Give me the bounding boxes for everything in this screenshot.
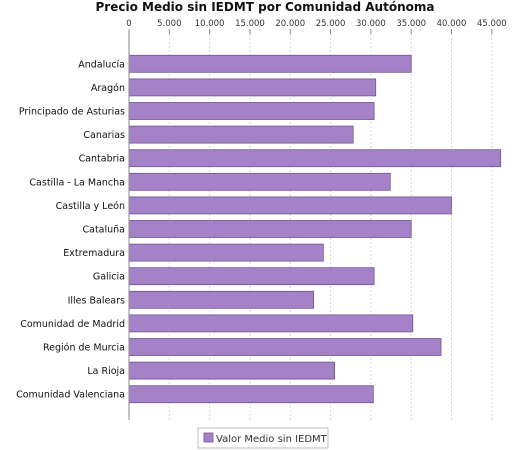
category-label: La Rioja [87,366,125,377]
category-label: Illes Balears [68,295,125,306]
bar [128,338,442,356]
category-label: Extremadura [63,248,125,259]
legend-box [197,427,329,449]
bar [128,290,315,309]
x-axis-ticks: 0 5.000 10.000 15.000 20.000 25.000 30.000 35.0… [126,19,507,34]
bar [128,361,335,380]
category-label: Comunidad de Madrid [20,319,125,330]
x-tick-label: 10.000 [195,19,225,29]
category-label: Aragón [91,83,125,94]
category-label: Cataluña [82,225,125,236]
legend-swatch [203,432,214,443]
bar [128,267,375,286]
chart-title: Precio Medio sin IEDMT por Comunidad Aut… [96,0,435,14]
x-tick-label: 0 [126,19,131,29]
x-tick-label: 45.000 [477,19,507,29]
category-label: Canarias [83,130,125,141]
bar [128,196,452,215]
category-label: Cantabria [79,154,125,165]
legend-label: Valor Medio sin IEDMT [216,434,328,445]
bars [128,54,502,404]
category-label: Castilla - La Mancha [29,177,125,188]
x-tick-label: 35.000 [396,19,426,29]
legend: Valor Medio sin IEDMT [197,427,329,449]
x-tick-label: 30.000 [356,19,386,29]
x-tick-label: 25.000 [316,19,346,29]
bar [128,172,391,191]
bar [128,102,375,120]
bar [128,78,377,97]
bar [128,54,412,73]
category-label: Principado de Asturias [19,107,125,118]
bar [128,385,374,404]
category-label: Castilla y León [56,201,125,212]
x-tick-label: 5.000 [157,19,181,29]
x-tick-label: 15.000 [235,19,265,29]
bar [128,149,502,168]
category-label: Galicia [93,272,125,283]
bar [128,243,324,262]
category-label: Andalucía [78,59,125,70]
bar [128,220,412,238]
bar [128,314,414,333]
category-label: Comunidad Valenciana [16,390,125,401]
category-labels: Andalucía Aragón Principado de Asturias Can… [16,59,125,400]
bar [128,125,354,144]
category-label: Región de Murcia [43,343,125,354]
x-tick-label: 20.000 [275,19,305,29]
x-tick-label: 40.000 [437,19,467,29]
